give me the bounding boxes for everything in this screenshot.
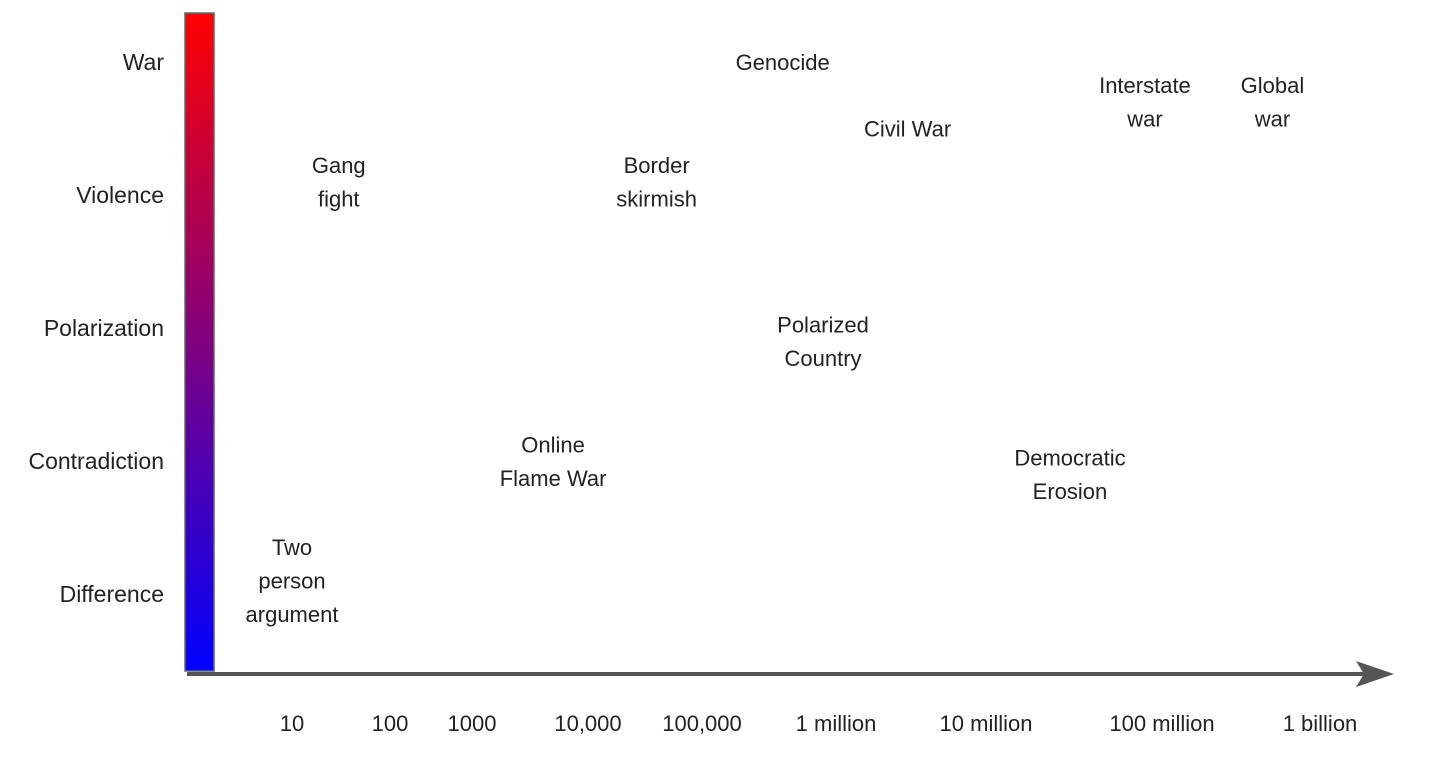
data-point-label: Civil War <box>864 117 951 142</box>
y-level-label: Contradiction <box>28 448 164 474</box>
y-level-label: War <box>123 49 165 75</box>
data-point-label-line: Country <box>784 346 861 371</box>
data-point-label: Online Flame War <box>500 432 607 491</box>
y-axis-labels: Difference Contradiction Polarization Viole… <box>28 49 164 607</box>
data-point-label-line: Border <box>624 153 690 178</box>
y-level-label: Violence <box>76 182 164 208</box>
data-point-label: Polarized Country <box>777 313 869 372</box>
data-point-label-line: Civil War <box>864 117 951 142</box>
data-point-label-line: Democratic <box>1014 446 1125 471</box>
x-tick-label: 1 billion <box>1283 711 1358 736</box>
data-point-label-line: war <box>1126 107 1162 132</box>
x-tick-label: 10,000 <box>554 711 621 736</box>
x-tick-label: 10 million <box>940 711 1033 736</box>
y-level-label: Polarization <box>44 315 164 341</box>
y-level-label: Difference <box>60 581 164 607</box>
x-tick-label: 10 <box>280 711 304 736</box>
data-point-label-line: Global <box>1241 73 1305 98</box>
data-point-label-line: Two <box>272 535 312 560</box>
data-point-label-line: Erosion <box>1033 479 1108 504</box>
data-point-label-line: Polarized <box>777 313 869 338</box>
data-point-label-line: fight <box>318 186 360 211</box>
y-axis-gradient-bar <box>184 12 215 672</box>
data-point-label: Global war <box>1241 73 1305 131</box>
data-point-label-line: skirmish <box>616 186 697 211</box>
data-point-label-line: Online <box>521 432 585 457</box>
data-point-label-line: Gang <box>312 153 366 178</box>
data-point-label: Two person argument <box>246 535 339 627</box>
x-axis-arrowhead <box>1356 661 1394 687</box>
x-tick-label: 100 million <box>1109 711 1214 736</box>
data-point-label-line: Flame War <box>500 466 607 491</box>
data-point-label: Border skirmish <box>616 153 697 212</box>
data-point-label-line: argument <box>246 602 339 627</box>
data-labels: Two person argument Online Flame War Gang figh… <box>246 50 1305 627</box>
data-point-label: Democratic Erosion <box>1014 446 1125 505</box>
data-point-label: Interstate war <box>1099 73 1191 131</box>
data-point-label-line: person <box>258 569 325 594</box>
data-point-label: Gang fight <box>312 153 366 212</box>
x-tick-label: 100,000 <box>662 711 742 736</box>
x-tick-label: 1 million <box>796 711 877 736</box>
data-point-label-line: war <box>1254 107 1290 132</box>
data-point-label-line: Interstate <box>1099 73 1191 98</box>
data-point-label: Genocide <box>736 50 830 75</box>
x-tick-label: 100 <box>372 711 409 736</box>
data-point-label-line: Genocide <box>736 50 830 75</box>
x-tick-label: 1000 <box>448 711 497 736</box>
x-axis-labels: 10 100 1000 10,000 100,000 1 million 10 millio… <box>280 711 1358 736</box>
